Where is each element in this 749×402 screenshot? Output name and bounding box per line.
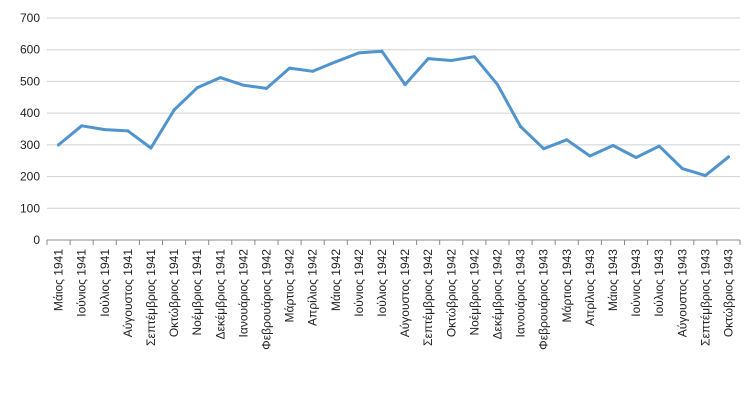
data-point	[426, 57, 430, 61]
x-tick-label: Νοέμβριος 1941	[190, 249, 204, 336]
data-point	[680, 167, 684, 171]
data-point	[634, 156, 638, 160]
x-tick-label: Αύγουστος 1941	[121, 249, 135, 338]
x-tick-label: Οκτώβριος 1941	[167, 249, 181, 337]
y-tick-label: 300	[20, 138, 40, 152]
data-point	[103, 128, 107, 132]
data-point	[288, 66, 292, 70]
data-point	[126, 129, 130, 133]
y-tick-label: 100	[20, 201, 40, 215]
gridlines	[47, 17, 740, 209]
data-point	[334, 60, 338, 64]
x-tick-label: Ιανουάριος 1943	[514, 249, 528, 338]
x-axis-tick-labels: Μάιος 1941 Ιούνιος 1941 Ιούλιος 1941 Αύγουσ…	[52, 249, 736, 350]
x-tick-label: Ιούλιος 1941	[98, 249, 112, 317]
x-tick-label: Ιούνιος 1943	[629, 249, 643, 317]
x-tick-label: Αύγουστος 1942	[398, 249, 412, 338]
x-tick-label: Σεπτέμβριος 1941	[144, 249, 158, 346]
series-group	[57, 49, 730, 178]
y-tick-label: 0	[33, 233, 40, 247]
data-point	[726, 155, 730, 159]
data-point	[495, 83, 499, 87]
data-point	[57, 143, 61, 147]
x-tick-label: Μάιος 1941	[52, 249, 66, 311]
data-point	[218, 76, 222, 80]
x-axis	[46, 239, 741, 245]
x-tick-label: Μάιος 1943	[606, 249, 620, 311]
x-tick-label: Ιούνιος 1941	[75, 249, 89, 317]
y-tick-label: 500	[20, 74, 40, 88]
data-point	[565, 138, 569, 142]
y-tick-label: 700	[20, 11, 40, 25]
data-point	[449, 58, 453, 62]
data-point	[472, 55, 476, 59]
x-tick-label: Οκτώβριος 1943	[721, 249, 735, 337]
x-tick-label: Νοέμβριος 1942	[467, 249, 481, 336]
data-point	[611, 143, 615, 147]
x-tick-label: Μάρτιος 1943	[560, 249, 574, 323]
data-point	[588, 154, 592, 158]
data-point	[703, 174, 707, 178]
y-tick-label: 600	[20, 43, 40, 57]
x-tick-label: Σεπτέμβριος 1942	[421, 249, 435, 346]
data-point	[657, 144, 661, 148]
x-tick-label: Απρίλιος 1942	[306, 249, 320, 326]
data-point	[195, 86, 199, 90]
data-point	[380, 49, 384, 53]
data-point	[403, 83, 407, 87]
x-tick-label: Ιούνιος 1942	[352, 249, 366, 317]
data-point	[172, 108, 176, 112]
x-tick-label: Φεβρουάριος 1943	[537, 249, 551, 350]
data-point	[311, 69, 315, 73]
data-point	[264, 86, 268, 90]
y-axis-tick-labels: 0 100 200 300 400 500 600 700	[20, 11, 40, 247]
y-tick-label: 200	[20, 170, 40, 184]
x-tick-label: Ιανουάριος 1942	[236, 249, 250, 338]
data-point	[80, 124, 84, 128]
x-tick-label: Οκτώβριος 1942	[444, 249, 458, 337]
x-tick-label: Δεκέμβριος 1942	[490, 249, 504, 340]
y-tick-label: 400	[20, 106, 40, 120]
data-point	[357, 51, 361, 55]
x-tick-label: Μάρτιος 1942	[283, 249, 297, 323]
data-point	[241, 83, 245, 87]
x-tick-label: Ιούλιος 1942	[375, 249, 389, 317]
x-tick-label: Δεκέμβριος 1941	[213, 249, 227, 340]
x-tick-label: Απρίλιος 1943	[583, 249, 597, 326]
data-point	[149, 146, 153, 150]
x-tick-label: Σεπτέμβριος 1943	[698, 249, 712, 346]
x-tick-label: Ιούλιος 1943	[652, 249, 666, 317]
data-point	[519, 124, 523, 128]
x-tick-label: Αύγουστος 1943	[675, 249, 689, 338]
x-tick-label: Φεβρουάριος 1942	[259, 249, 273, 350]
series-line-0	[57, 49, 730, 178]
data-point	[542, 147, 546, 151]
x-tick-label: Μάιος 1942	[329, 249, 343, 311]
